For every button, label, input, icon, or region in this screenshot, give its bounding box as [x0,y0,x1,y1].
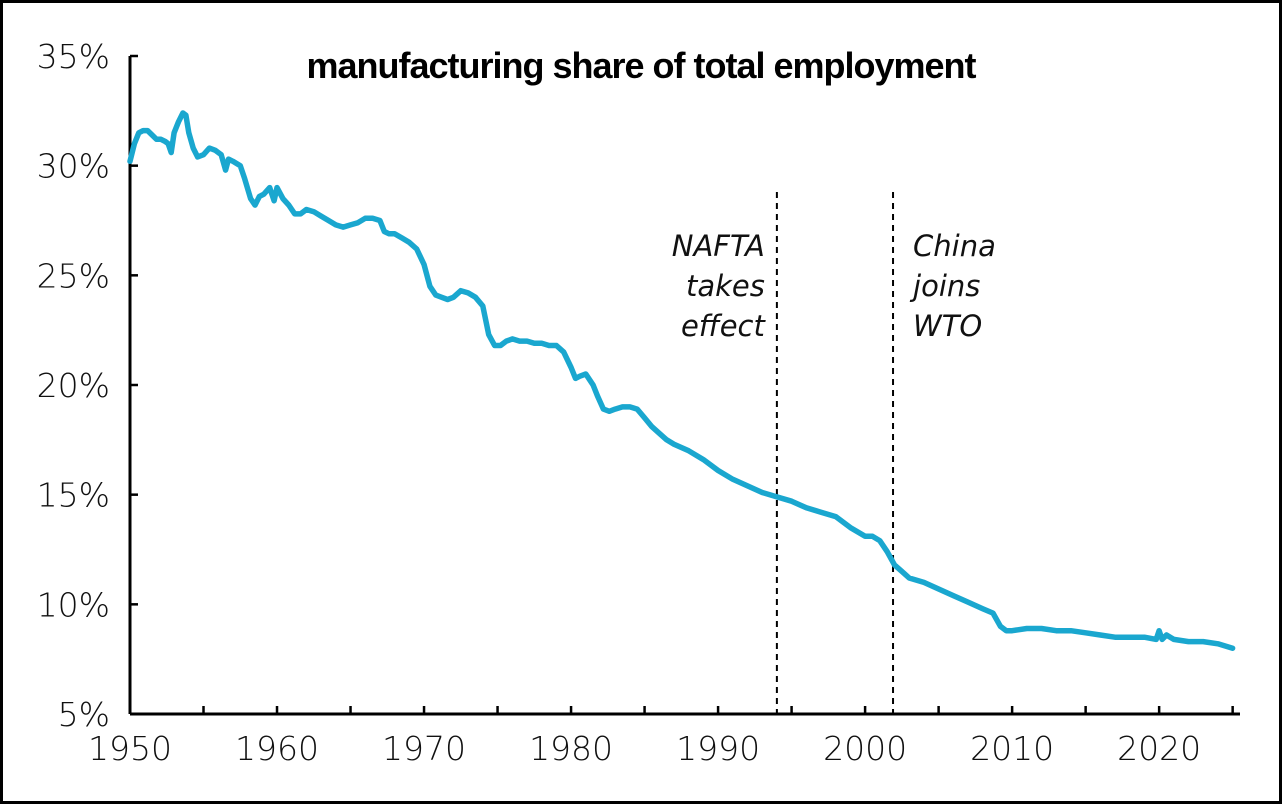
x-tick-label: 1990 [676,729,760,768]
event-annotation-label: effect [681,309,767,343]
event-annotation-label: China [913,229,996,263]
event-annotation-label: joins [909,269,980,303]
y-tick-label: 35% [37,37,110,76]
x-tick-label: 1960 [235,729,319,768]
y-tick-label: 5% [58,695,110,734]
y-tick-label: 25% [37,256,110,295]
event-annotation-label: takes [686,269,765,303]
x-tick-label: 1980 [529,729,613,768]
y-tick-label: 10% [37,585,110,624]
y-tick-label: 30% [37,147,110,186]
x-tick-label: 2010 [970,729,1054,768]
chart-title: manufacturing share of total employment [306,45,976,86]
y-axis: 5% 10% 15% 20% 25% 30% 35% [37,37,138,734]
event-annotation-label: NAFTA [672,229,765,263]
y-tick-label: 20% [37,366,110,405]
annotations: NAFTA takes effect China joins WTO [672,192,996,714]
event-annotation-label: WTO [913,309,982,343]
x-axis: 1950 1960 1970 1980 1990 2000 2010 2020 [88,706,1240,768]
y-tick-label: 15% [37,476,110,515]
x-tick-label: 2020 [1117,729,1201,768]
x-tick-label: 1970 [382,729,466,768]
series-layer [127,110,1236,651]
x-tick-label: 2000 [823,729,907,768]
x-tick-label: 1950 [88,729,172,768]
series-line [127,110,1236,651]
